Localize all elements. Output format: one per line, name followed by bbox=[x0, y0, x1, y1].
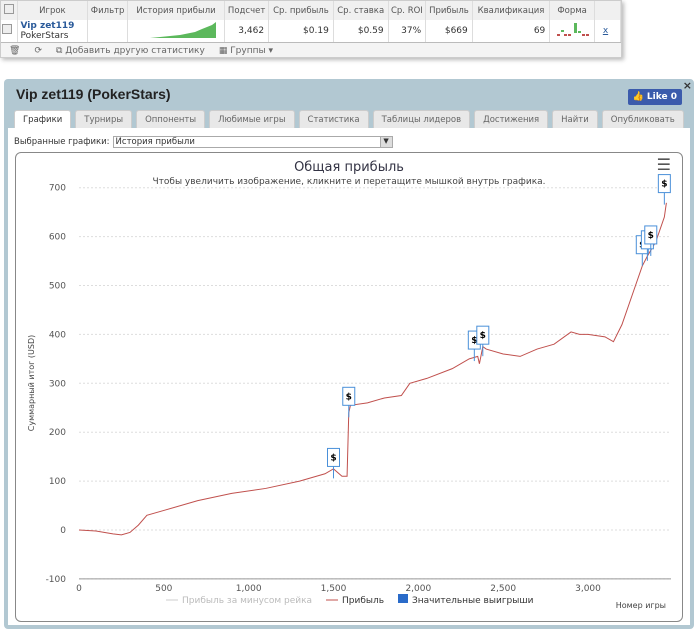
x-tick-label: 500 bbox=[155, 584, 172, 594]
add-stat-label: Добавить другую статистику bbox=[65, 45, 205, 56]
avg-stake-value: $0.59 bbox=[333, 20, 389, 43]
remove-row-link[interactable]: x bbox=[602, 25, 609, 36]
trash-icon[interactable]: 🗑 bbox=[9, 45, 21, 56]
chart-select-label: Выбранные графики: bbox=[14, 137, 110, 147]
tab-statistics[interactable]: Статистика bbox=[298, 110, 369, 128]
table-header: Игрок Фильтр История прибыли Подсчет Ср.… bbox=[1, 1, 621, 20]
like-label: Like 0 bbox=[646, 92, 677, 102]
x-tick-label: 2,500 bbox=[490, 584, 516, 594]
col-player[interactable]: Игрок bbox=[17, 1, 89, 20]
row-checkbox[interactable] bbox=[1, 24, 12, 35]
tab-find[interactable]: Найти bbox=[552, 110, 598, 128]
tab-leaderboards[interactable]: Таблицы лидеров bbox=[372, 110, 471, 128]
x-tick-label: 0 bbox=[76, 584, 82, 594]
col-roi[interactable]: Ср. ROI bbox=[388, 1, 427, 20]
tab-favorite-games[interactable]: Любимые игры bbox=[209, 110, 295, 128]
panel-title: Vip zet119 (PokerStars) bbox=[16, 86, 171, 102]
marker-label: $ bbox=[471, 336, 477, 346]
big-win-marker bbox=[476, 325, 490, 345]
site-name: PokerStars bbox=[20, 30, 69, 41]
y-axis-label: Суммарный итог (USD) bbox=[27, 335, 36, 432]
groups-button[interactable]: ▦ Группы ▾ bbox=[218, 45, 273, 56]
col-filter[interactable]: Фильтр bbox=[87, 1, 128, 20]
x-axis-label: Номер игры bbox=[616, 601, 666, 610]
y-tick-label: 300 bbox=[49, 379, 66, 389]
qualification-value: 69 bbox=[472, 20, 551, 43]
avg-profit-value: $0.19 bbox=[268, 20, 334, 43]
stats-table-widget: Игрок Фильтр История прибыли Подсчет Ср.… bbox=[0, 0, 622, 58]
player-panel: Vip zet119 (PokerStars) 👍 Like 0 × Графи… bbox=[4, 79, 694, 629]
col-qualification[interactable]: Квалификация bbox=[472, 1, 551, 20]
chevron-down-icon: ▼ bbox=[379, 137, 392, 147]
marker-label: $ bbox=[648, 231, 654, 241]
form-chart bbox=[549, 20, 595, 43]
legend-profit: Прибыль bbox=[342, 596, 384, 606]
x-tick-label: 1,000 bbox=[236, 584, 262, 594]
count-value: 3,462 bbox=[224, 20, 270, 43]
x-tick-label: 2,000 bbox=[405, 584, 431, 594]
legend-net-profit: Прибыль за минусом рейка bbox=[182, 596, 312, 606]
col-count[interactable]: Подсчет bbox=[224, 1, 270, 20]
chart-select-value: История прибыли bbox=[115, 137, 195, 147]
y-tick-label: -100 bbox=[46, 575, 67, 585]
y-tick-label: 0 bbox=[60, 526, 66, 536]
y-tick-label: 200 bbox=[49, 428, 66, 438]
tab-charts[interactable]: Графики bbox=[14, 110, 72, 128]
chart-select[interactable]: История прибыли ▼ bbox=[112, 136, 393, 148]
refresh-icon[interactable]: ⟳ bbox=[34, 45, 42, 56]
profit-sparkline bbox=[127, 20, 226, 43]
marker-label: $ bbox=[661, 180, 667, 190]
marker-label: $ bbox=[480, 331, 486, 341]
tab-achievements[interactable]: Достижения bbox=[474, 110, 549, 128]
tab-tournaments[interactable]: Турниры bbox=[75, 110, 133, 128]
big-win-marker bbox=[657, 174, 671, 194]
tab-bar: Графики Турниры Оппоненты Любимые игры С… bbox=[14, 110, 684, 128]
select-all-checkbox[interactable] bbox=[3, 4, 14, 14]
marker-label: $ bbox=[330, 453, 336, 463]
table-row: Vip zet119 PokerStars 3,462 $0.19 $0.59 3… bbox=[1, 20, 621, 43]
roi-value: 37% bbox=[388, 20, 427, 43]
chart-title: Общая прибыль bbox=[294, 160, 404, 175]
col-avg-profit[interactable]: Ср. прибыль bbox=[268, 1, 334, 20]
chart-subtitle: Чтобы увеличить изображение, кликните и … bbox=[152, 177, 545, 187]
profit-chart[interactable]: Общая прибыль Чтобы увеличить изображение… bbox=[15, 152, 683, 622]
profit-line bbox=[78, 202, 667, 536]
profit-value: $669 bbox=[425, 20, 473, 43]
chart-svg: Общая прибыль Чтобы увеличить изображение… bbox=[27, 155, 671, 610]
col-profit[interactable]: Прибыль bbox=[425, 1, 473, 20]
y-tick-label: 400 bbox=[49, 330, 66, 340]
col-avg-stake[interactable]: Ср. ставка bbox=[333, 1, 389, 20]
facebook-like-button[interactable]: 👍 Like 0 bbox=[627, 89, 682, 105]
big-win-marker bbox=[644, 225, 658, 245]
legend-symbol bbox=[398, 594, 408, 603]
x-tick-label: 3,000 bbox=[575, 584, 601, 594]
tab-opponents[interactable]: Оппоненты bbox=[136, 110, 206, 128]
x-tick-label: 1,500 bbox=[321, 584, 347, 594]
add-stat-button[interactable]: ⧉ Добавить другую статистику bbox=[55, 45, 205, 56]
legend-big-wins: Значительные выигрыши bbox=[412, 596, 534, 606]
marker-label: $ bbox=[346, 392, 352, 402]
groups-label: Группы bbox=[230, 45, 266, 56]
player-link[interactable]: Vip zet119 bbox=[20, 20, 75, 31]
close-icon[interactable]: × bbox=[682, 79, 692, 92]
big-win-marker bbox=[327, 447, 340, 467]
menu-icon[interactable]: ☰ bbox=[657, 155, 671, 174]
col-form[interactable]: Форма bbox=[549, 1, 595, 20]
big-win-marker bbox=[342, 386, 356, 406]
y-tick-label: 700 bbox=[49, 184, 66, 194]
col-history[interactable]: История прибыли bbox=[127, 1, 226, 20]
y-tick-label: 500 bbox=[49, 282, 66, 292]
y-tick-label: 600 bbox=[49, 233, 66, 243]
tab-publish[interactable]: Опубликовать bbox=[601, 110, 684, 128]
y-tick-label: 100 bbox=[49, 477, 66, 487]
